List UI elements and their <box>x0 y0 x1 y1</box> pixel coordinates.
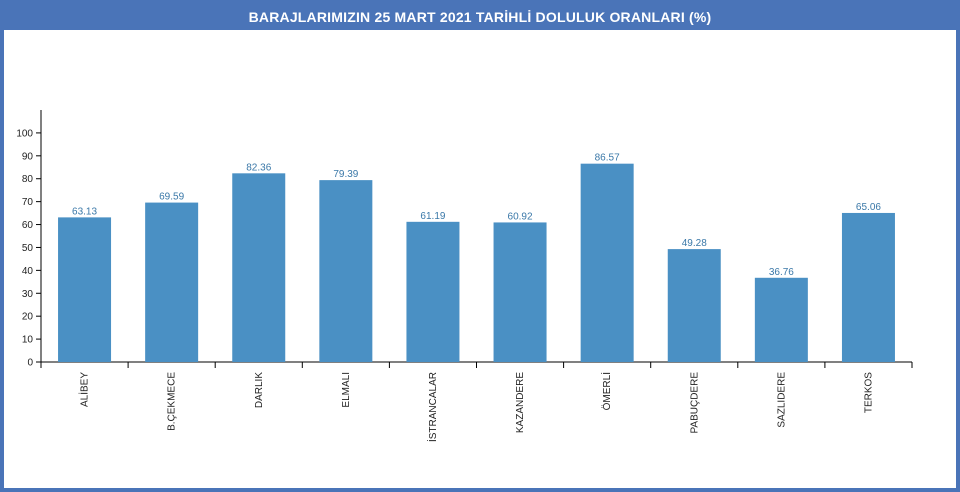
bar-10 <box>841 212 895 362</box>
title-bar: BARAJLARIMIZIN 25 MART 2021 TARİHLİ DOLU… <box>4 4 956 30</box>
value-label: 82.36 <box>246 162 271 173</box>
category-label: PABUÇDERE <box>689 372 700 434</box>
category-label: SAZLIDERE <box>776 372 787 428</box>
y-tick-label: 20 <box>22 312 34 323</box>
category-label: İSTRANCALAR <box>426 372 439 442</box>
category-label: ALİBEY <box>78 372 91 407</box>
bar-7 <box>580 163 634 362</box>
category-label: DARLIK <box>254 372 265 408</box>
value-label: 61.19 <box>420 211 445 222</box>
y-tick-label: 100 <box>16 128 33 139</box>
y-tick-label: 60 <box>22 220 34 231</box>
bar-9 <box>754 277 808 362</box>
bar-4 <box>319 180 373 362</box>
y-tick-label: 30 <box>22 289 34 300</box>
category-label: ELMALI <box>341 372 352 408</box>
chart-labels: 63.13 ALİBEY 69.59 B.ÇEKMECE 82.36 DARLIK 79.3… <box>72 153 881 442</box>
value-label: 49.28 <box>682 238 707 249</box>
bar-5 <box>406 221 460 362</box>
category-label: TERKOS <box>863 372 874 413</box>
y-tick-label: 50 <box>22 243 34 254</box>
value-label: 86.57 <box>595 153 620 164</box>
bar-3 <box>232 173 286 362</box>
bar-8 <box>667 249 721 362</box>
category-label: B.ÇEKMECE <box>167 372 178 431</box>
value-label: 79.39 <box>333 169 358 180</box>
value-label: 65.06 <box>856 202 881 213</box>
y-tick-label: 0 <box>27 358 33 369</box>
category-label: KAZANDERE <box>515 372 526 433</box>
value-label: 36.76 <box>769 267 794 278</box>
bar-1 <box>58 217 112 362</box>
value-label: 69.59 <box>159 192 184 203</box>
bar-2 <box>145 202 199 362</box>
chart-title: BARAJLARIMIZIN 25 MART 2021 TARİHLİ DOLU… <box>248 9 712 25</box>
y-tick-label: 40 <box>22 266 34 277</box>
y-tick-label: 10 <box>22 335 34 346</box>
y-tick-label: 90 <box>22 151 34 162</box>
category-label: ÖMERLİ <box>600 372 613 410</box>
chart-bars <box>58 163 895 362</box>
bar-6 <box>493 222 547 362</box>
y-tick-label: 70 <box>22 197 34 208</box>
value-label: 63.13 <box>72 206 97 217</box>
value-label: 60.92 <box>508 211 533 222</box>
y-tick-label: 80 <box>22 174 34 185</box>
